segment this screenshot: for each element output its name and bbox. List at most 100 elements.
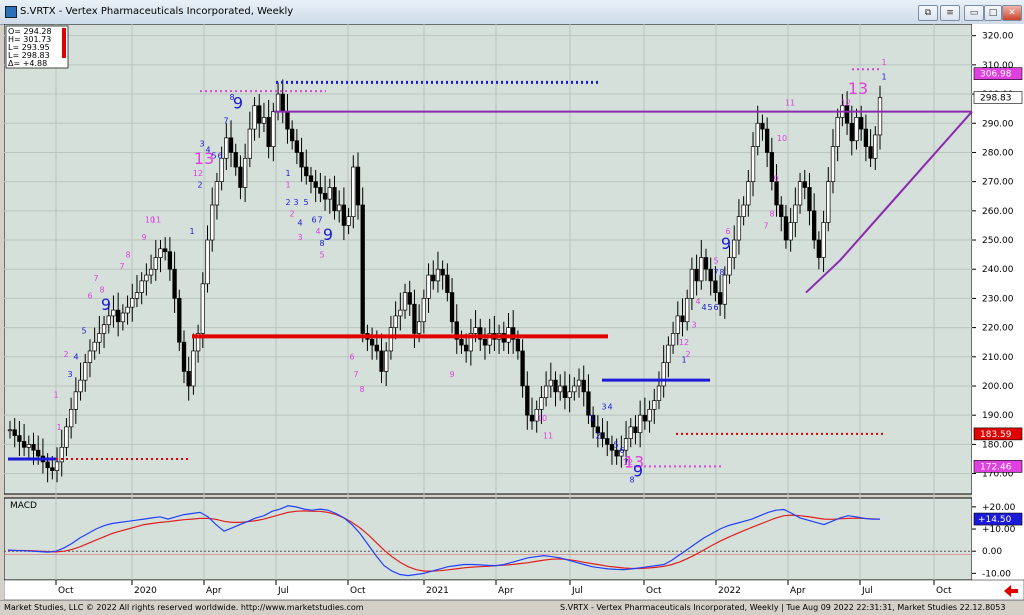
chart-area[interactable]: Oct 2020 Apr Jul Oct 2021 Apr Jul Oct 2022 Apr Jul O… — [3, 23, 1024, 601]
candle-body — [64, 426, 69, 448]
count-label: 6 — [311, 216, 316, 225]
count-label: 6 — [725, 227, 730, 236]
candle-body — [26, 444, 31, 448]
x-tick-label: Oct — [350, 586, 366, 596]
candle-body — [835, 117, 840, 147]
count-label: 11 — [785, 99, 795, 108]
count-label: 8 — [769, 210, 774, 219]
candle-body — [163, 248, 168, 253]
candle-body — [445, 274, 450, 293]
count-label: 9 — [323, 225, 333, 244]
count-label: 9 — [773, 175, 778, 184]
candle-body — [54, 461, 60, 471]
minimize-button[interactable]: ▭ — [964, 5, 984, 21]
candle-body — [379, 350, 384, 372]
candle-body — [290, 128, 295, 142]
count-label: 8 — [319, 239, 324, 248]
candle-body — [642, 414, 648, 422]
count-label: 7 — [353, 370, 358, 379]
price-tag — [973, 91, 1023, 104]
candle-body — [318, 187, 323, 194]
price-tag-label: 183.59 — [980, 430, 1012, 440]
candle-body — [360, 204, 365, 334]
candle-body — [473, 327, 478, 334]
candle-body — [468, 333, 474, 352]
candle-body — [17, 435, 22, 442]
candle-body — [764, 128, 770, 153]
red-arrow-icon[interactable] — [1004, 585, 1018, 597]
candle-body — [153, 257, 158, 270]
candle-body — [703, 257, 709, 270]
candle-body — [534, 408, 539, 422]
count-label: 4 — [701, 303, 706, 312]
candle-body — [388, 327, 394, 352]
trendline-triangle — [805, 110, 973, 294]
macd-tag-label: +14.50 — [978, 515, 1012, 525]
candle-body — [31, 444, 36, 451]
candle-body — [647, 408, 652, 422]
count-label: 2 — [63, 350, 68, 359]
count-label: 7 — [623, 458, 628, 467]
price-tag — [973, 67, 1023, 80]
candle-body — [849, 122, 854, 142]
candle-body — [826, 181, 831, 223]
count-label: 9 — [633, 461, 643, 480]
candle-body — [760, 122, 765, 130]
count-label: 7 — [713, 268, 718, 277]
candle-body — [426, 274, 431, 299]
candle-body — [186, 371, 191, 387]
candle-body — [553, 379, 558, 393]
count-label: 4 — [73, 353, 78, 362]
candle-body — [539, 397, 544, 410]
candle-body — [543, 385, 549, 399]
count-label: 9 — [141, 233, 146, 242]
y-tick-label: 320.00 — [982, 32, 1014, 42]
candle-body — [854, 117, 859, 142]
candle-body — [736, 216, 742, 241]
y-tick-label: 250.00 — [982, 236, 1014, 246]
count-label: 8 — [99, 286, 104, 295]
macd-y-tick-label: +20.00 — [982, 503, 1016, 513]
close-button[interactable]: ✕ — [1002, 5, 1022, 21]
macd-y-tick-label: +10.00 — [982, 525, 1016, 535]
candle-body — [111, 309, 116, 317]
candle-body — [868, 146, 873, 159]
candle-body — [191, 350, 196, 387]
candle-body — [266, 117, 271, 147]
candle-body — [285, 111, 290, 130]
count-label: 5 — [707, 303, 712, 312]
candle-body — [83, 362, 88, 381]
count-label: 6 — [349, 353, 354, 362]
count-label: 7 — [119, 262, 124, 271]
maximize-button[interactable]: □ — [984, 5, 1002, 21]
y-tick-label: 170.00 — [982, 470, 1014, 480]
restore-layout-button[interactable]: ⧉ — [918, 5, 938, 21]
candle-body — [609, 444, 615, 451]
menu-button[interactable]: ≡ — [940, 5, 960, 21]
candle-body — [125, 306, 130, 314]
price-chart-svg[interactable]: Oct 2020 Apr Jul Oct 2021 Apr Jul Oct 2022 Apr Jul O… — [3, 23, 1024, 601]
candle-body — [666, 344, 671, 363]
candle-body — [351, 166, 356, 218]
candle-body — [487, 333, 492, 346]
y-tick-label: 270.00 — [982, 178, 1014, 188]
candle-body — [459, 338, 464, 346]
candle-body — [727, 257, 732, 276]
candle-body — [416, 321, 422, 334]
candle-body — [106, 315, 111, 326]
candle-body — [816, 239, 822, 258]
macd-signal-line — [8, 510, 881, 572]
candle-body — [873, 134, 878, 159]
candle-body — [158, 248, 163, 258]
y-axis-panel — [972, 24, 1024, 580]
count-label: 3 — [293, 198, 298, 207]
candle-body — [769, 152, 774, 182]
candle-body — [257, 105, 262, 124]
count-label: 12 — [623, 458, 633, 467]
candle-body — [605, 438, 610, 445]
candle-body — [101, 324, 107, 334]
candle-body — [92, 341, 97, 352]
candle-body — [172, 268, 177, 299]
x-tick-label: 2020 — [134, 586, 157, 596]
candle-body — [520, 350, 525, 387]
